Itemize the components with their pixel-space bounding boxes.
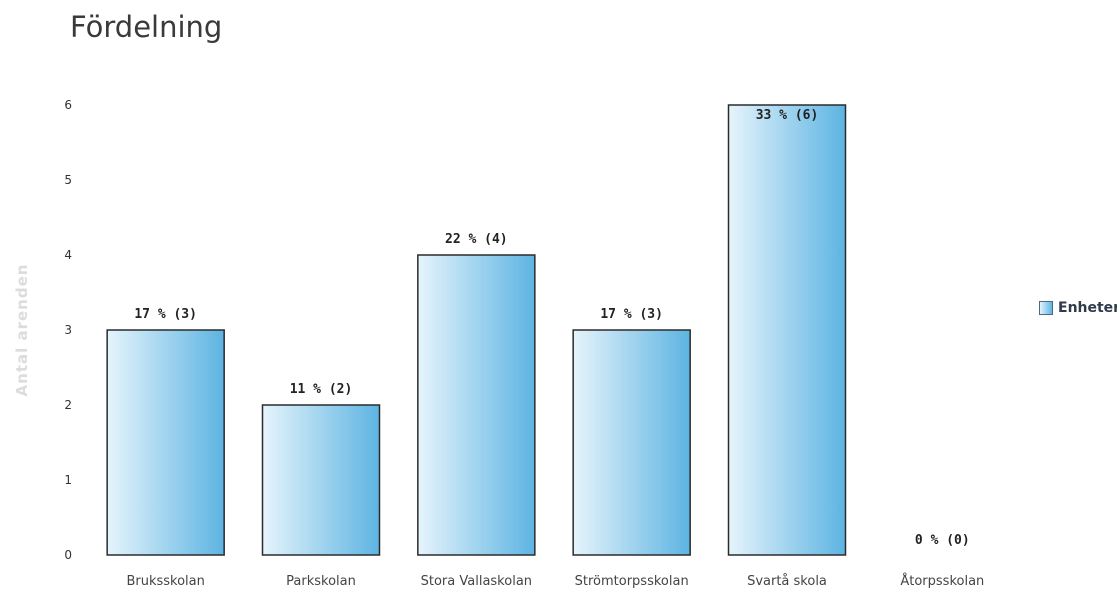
bar-2 bbox=[417, 254, 536, 556]
category-label-2: Stora Vallaskolan bbox=[421, 574, 532, 589]
y-tick-label: 4 bbox=[64, 248, 72, 262]
category-label-4: Svartå skola bbox=[747, 574, 827, 589]
bar-3 bbox=[572, 329, 691, 556]
legend: Enheter bbox=[1039, 300, 1117, 316]
legend-label: Enheter bbox=[1058, 300, 1117, 316]
category-label-5: Åtorpsskolan bbox=[900, 573, 984, 589]
legend-swatch bbox=[1039, 301, 1053, 315]
y-tick-label: 6 bbox=[64, 98, 72, 112]
data-label-3: 17 % (3) bbox=[600, 307, 663, 322]
bar-4 bbox=[727, 104, 847, 556]
data-label-1: 11 % (2) bbox=[290, 382, 353, 397]
chart-title: Fördelning bbox=[70, 10, 223, 44]
data-label-0: 17 % (3) bbox=[134, 307, 197, 322]
data-label-2: 22 % (4) bbox=[445, 232, 508, 247]
y-tick-label: 5 bbox=[64, 173, 72, 187]
category-label-1: Parkskolan bbox=[286, 574, 356, 589]
y-tick-label: 1 bbox=[64, 473, 72, 487]
bar-0 bbox=[106, 329, 225, 556]
data-label-4: 33 % (6) bbox=[756, 108, 819, 123]
category-label-3: Strömtorpsskolan bbox=[575, 574, 689, 589]
data-label-5: 0 % (0) bbox=[915, 533, 970, 548]
category-label-0: Bruksskolan bbox=[126, 574, 204, 589]
y-tick-label: 3 bbox=[64, 323, 72, 337]
bar-1 bbox=[261, 404, 381, 556]
y-tick-label: 0 bbox=[64, 548, 72, 562]
y-tick-label: 2 bbox=[64, 398, 72, 412]
